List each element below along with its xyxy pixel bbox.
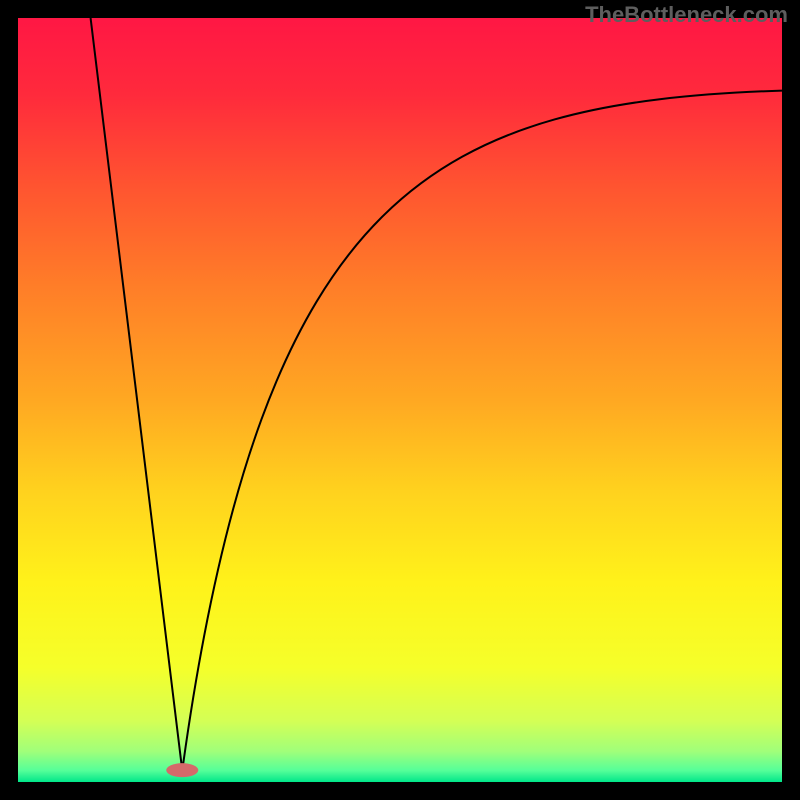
chart-container: TheBottleneck.com [0, 0, 800, 800]
watermark: TheBottleneck.com [585, 2, 788, 28]
gradient-background [18, 18, 782, 782]
chart-svg [18, 18, 782, 782]
plot-area [18, 18, 782, 782]
apex-marker [166, 763, 198, 777]
